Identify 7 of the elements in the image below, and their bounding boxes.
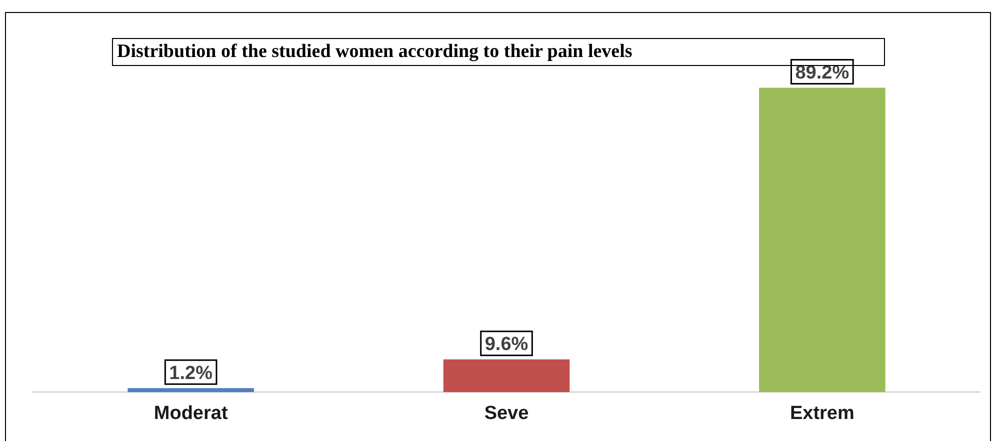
data-label: 9.6% <box>484 334 528 356</box>
x-tick-label: Extrem <box>790 402 854 424</box>
data-label: 89.2% <box>795 62 850 84</box>
x-tick-label: Seve <box>484 402 529 424</box>
data-label: 1.2% <box>169 362 213 384</box>
x-tick-label: Moderat <box>154 402 228 424</box>
chart-title: Distribution of the studied women according to their pain levels <box>117 41 632 62</box>
